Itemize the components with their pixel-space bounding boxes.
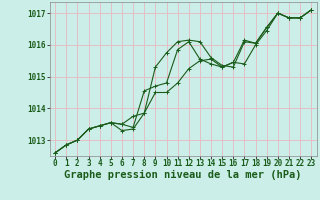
X-axis label: Graphe pression niveau de la mer (hPa): Graphe pression niveau de la mer (hPa) — [64, 170, 302, 180]
